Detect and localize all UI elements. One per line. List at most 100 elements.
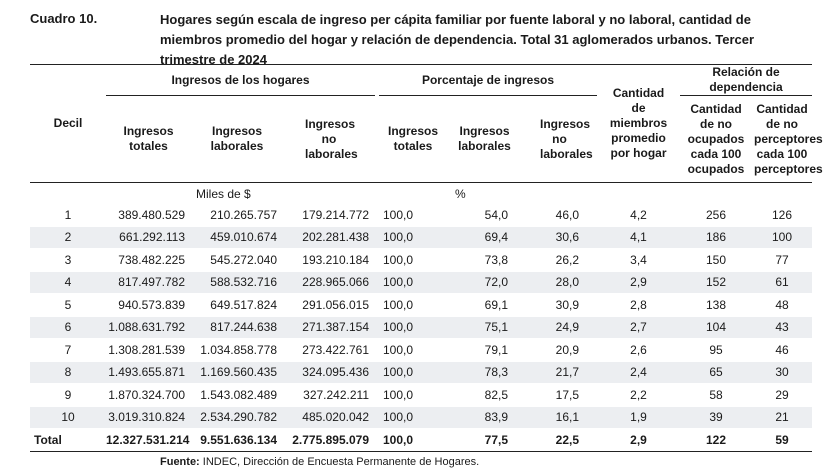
cell-ing-laborales: 1.169.560.435 <box>191 361 283 384</box>
cell-ing-laborales: 2.534.290.782 <box>191 406 283 429</box>
header-ingresos: Ingresos de los hogares <box>106 64 375 96</box>
cell-miembros: 2,2 <box>601 383 676 407</box>
cell-no-perceptores: 43 <box>752 316 813 339</box>
cell-no-perceptores: 59 <box>752 428 813 452</box>
table-row: 10 3.019.310.824 2.534.290.782 485.020.042 1… <box>30 406 813 429</box>
cell-pct-totales: 100,0 <box>379 226 447 249</box>
table-row: 7 1.308.281.539 1.034.858.778 273.422.761 10… <box>30 338 813 362</box>
cell-ing-laborales: 817.244.638 <box>191 316 283 339</box>
source-text: INDEC, Dirección de Encuesta Permanente … <box>199 456 480 468</box>
subheader-no-ocupados: Cantidad de no ocupados cada 100 ocupado… <box>680 95 752 183</box>
cell-ing-no-laborales: 193.210.184 <box>283 248 375 272</box>
cell-no-perceptores: 29 <box>752 383 813 407</box>
table-row: 3 738.482.225 545.272.040 193.210.184 100,0 7… <box>30 248 813 272</box>
cell-no-ocupados: 58 <box>680 383 752 407</box>
cell-pct-totales: 100,0 <box>379 338 447 362</box>
cell-miembros: 2,9 <box>601 271 676 294</box>
cell-no-ocupados: 95 <box>680 338 752 362</box>
cell-pct-no-laborales: 30,6 <box>522 226 597 249</box>
cell-no-perceptores: 61 <box>752 271 813 294</box>
header-relacion: Relación de dependencia <box>680 64 813 96</box>
cell-pct-totales: 100,0 <box>379 271 447 294</box>
table-row: 1 389.480.529 210.265.757 179.214.772 100,0 5… <box>30 204 813 227</box>
cell-decil: 9 <box>30 383 106 407</box>
cell-pct-totales: 100,0 <box>379 248 447 272</box>
total-row: Total 12.327.531.214 9.551.636.134 2.775.89… <box>30 428 813 452</box>
cell-pct-totales: 100,0 <box>379 204 447 227</box>
table-row: 4 817.497.782 588.532.716 228.965.066 100,0 7… <box>30 271 813 294</box>
cell-pct-no-laborales: 46,0 <box>522 204 597 227</box>
cell-no-ocupados: 104 <box>680 316 752 339</box>
cell-pct-no-laborales: 21,7 <box>522 361 597 384</box>
cell-pct-no-laborales: 26,2 <box>522 248 597 272</box>
cell-ing-totales: 661.292.113 <box>106 226 191 249</box>
table-row: 5 940.573.839 649.517.824 291.056.015 100,0 6… <box>30 293 813 317</box>
cell-ing-no-laborales: 271.387.154 <box>283 316 375 339</box>
cell-no-perceptores: 126 <box>752 204 813 227</box>
cell-no-ocupados: 138 <box>680 293 752 317</box>
cell-no-ocupados: 186 <box>680 226 752 249</box>
cell-ing-no-laborales: 485.020.042 <box>283 406 375 429</box>
cell-miembros: 4,2 <box>601 204 676 227</box>
cell-ing-no-laborales: 2.775.895.079 <box>283 428 375 452</box>
cell-pct-laborales: 75,1 <box>447 316 522 339</box>
cell-pct-no-laborales: 22,5 <box>522 428 597 452</box>
cell-decil: 1 <box>30 204 106 227</box>
cell-ing-totales: 940.573.839 <box>106 293 191 317</box>
cell-ing-laborales: 459.010.674 <box>191 226 283 249</box>
table-row: 8 1.493.655.871 1.169.560.435 324.095.436 10… <box>30 361 813 384</box>
table-number: Cuadro 10. <box>30 11 98 26</box>
cell-pct-laborales: 72,0 <box>447 271 522 294</box>
cell-decil: 8 <box>30 361 106 384</box>
cell-pct-totales: 100,0 <box>379 383 447 407</box>
cell-ing-no-laborales: 179.214.772 <box>283 204 375 227</box>
cell-miembros: 2,4 <box>601 361 676 384</box>
cell-pct-no-laborales: 20,9 <box>522 338 597 362</box>
cell-no-ocupados: 152 <box>680 271 752 294</box>
cell-ing-totales: 389.480.529 <box>106 204 191 227</box>
cell-ing-no-laborales: 202.281.438 <box>283 226 375 249</box>
cell-ing-no-laborales: 324.095.436 <box>283 361 375 384</box>
cell-ing-totales: 1.088.631.792 <box>106 316 191 339</box>
cell-pct-totales: 100,0 <box>379 428 447 452</box>
cell-miembros: 2,6 <box>601 338 676 362</box>
units-pct: % <box>455 186 466 201</box>
cell-decil: 4 <box>30 271 106 294</box>
cell-pct-no-laborales: 16,1 <box>522 406 597 429</box>
cell-decil: Total <box>30 428 106 452</box>
cell-pct-totales: 100,0 <box>379 293 447 317</box>
cell-decil: 2 <box>30 226 106 249</box>
cell-ing-no-laborales: 291.056.015 <box>283 293 375 317</box>
cell-decil: 3 <box>30 248 106 272</box>
cell-ing-totales: 1.308.281.539 <box>106 338 191 362</box>
cell-no-perceptores: 30 <box>752 361 813 384</box>
cell-miembros: 3,4 <box>601 248 676 272</box>
header-porcentaje: Porcentaje de ingresos <box>379 64 597 96</box>
source-label: Fuente: <box>160 456 200 468</box>
cell-pct-no-laborales: 28,0 <box>522 271 597 294</box>
table-row: 6 1.088.631.792 817.244.638 271.387.154 100,… <box>30 316 813 339</box>
cell-ing-laborales: 1.034.858.778 <box>191 338 283 362</box>
subheader-no-perceptores: Cantidad de no perceptores cada 100 perc… <box>752 95 823 183</box>
cell-ing-laborales: 649.517.824 <box>191 293 283 317</box>
cell-ing-laborales: 210.265.757 <box>191 204 283 227</box>
cell-pct-no-laborales: 30,9 <box>522 293 597 317</box>
cell-pct-totales: 100,0 <box>379 406 447 429</box>
subheader-pct-laborales: Ingresos laborales <box>447 95 522 183</box>
cell-pct-no-laborales: 24,9 <box>522 316 597 339</box>
table-title: Hogares según escala de ingreso per cápi… <box>160 12 755 67</box>
cell-no-ocupados: 256 <box>680 204 752 227</box>
cell-ing-totales: 1.870.324.700 <box>106 383 191 407</box>
cell-ing-no-laborales: 273.422.761 <box>283 338 375 362</box>
cell-no-perceptores: 100 <box>752 226 813 249</box>
cell-ing-totales: 817.497.782 <box>106 271 191 294</box>
table-row: 9 1.870.324.700 1.543.082.489 327.242.211 10… <box>30 383 813 407</box>
subheader-pct-totales: Ingresos totales <box>379 95 447 183</box>
cell-ing-totales: 3.019.310.824 <box>106 406 191 429</box>
cell-pct-no-laborales: 17,5 <box>522 383 597 407</box>
subheader-ing-laborales: Ingresos laborales <box>191 95 283 183</box>
cell-decil: 10 <box>30 406 106 429</box>
subheader-ing-no-laborales: Ingresos no laborales <box>283 95 375 183</box>
cell-decil: 6 <box>30 316 106 339</box>
